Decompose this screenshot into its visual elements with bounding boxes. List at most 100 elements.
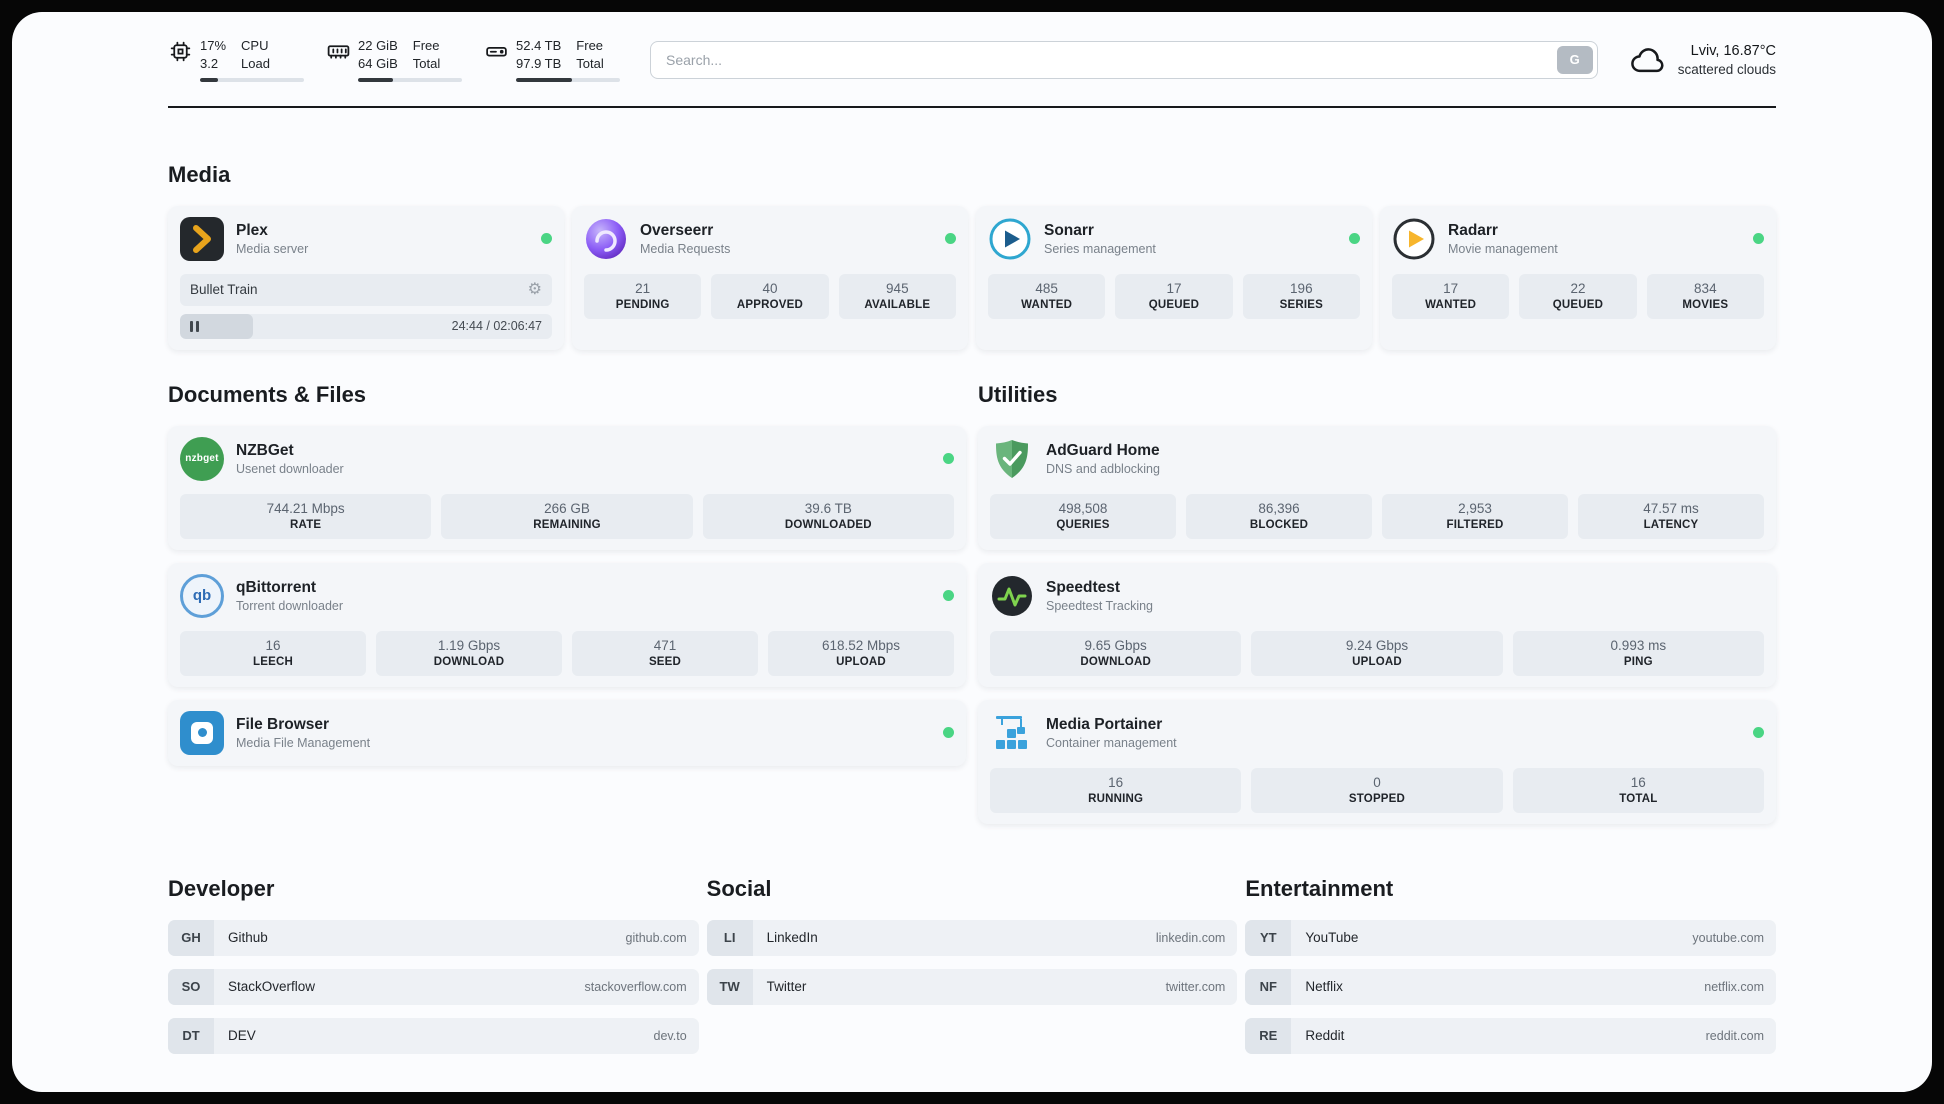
utilities-column: Utilities xyxy=(978,382,1776,824)
stat-label: DOWNLOAD xyxy=(433,655,505,668)
stat-value: 39.6 TB xyxy=(804,500,852,516)
bookmark-name: Reddit xyxy=(1305,1028,1345,1043)
app-name: qBittorrent xyxy=(236,578,317,596)
app-subtitle: Torrent downloader xyxy=(236,598,344,613)
radarr-card[interactable]: Radarr Movie management 17 WANTED 22 QUE… xyxy=(1380,205,1776,350)
portainer-card[interactable]: Media Portainer Container management 16 … xyxy=(978,699,1776,824)
speedtest-card[interactable]: Speedtest Speedtest Tracking 9.65 Gbps D… xyxy=(978,562,1776,687)
app-subtitle: Container management xyxy=(1046,735,1177,750)
bookmark-url: stackoverflow.com xyxy=(584,979,687,994)
app-name: Media Portainer xyxy=(1046,715,1163,733)
overseerr-icon xyxy=(584,217,628,261)
filebrowser-card[interactable]: File Browser Media File Management xyxy=(168,699,966,766)
ram-progress-bar xyxy=(358,77,462,82)
stat-value: 196 xyxy=(1290,280,1313,296)
utilities-section-title: Utilities xyxy=(978,381,1058,407)
bookmark-abbr: NF xyxy=(1245,968,1292,1005)
stat-blocked: 86,396 BLOCKED xyxy=(1186,493,1372,539)
search-bar: G xyxy=(650,40,1598,79)
app-subtitle: Series management xyxy=(1044,241,1156,256)
search-engine-button[interactable]: G xyxy=(1556,45,1593,74)
stat-filtered: 2,953 FILTERED xyxy=(1382,493,1568,539)
stat-queries: 498,508 QUERIES xyxy=(990,493,1176,539)
stat-value: 17 xyxy=(1166,280,1182,296)
stat-label: QUERIES xyxy=(1056,518,1110,531)
stat-label: LEECH xyxy=(253,655,293,668)
stat-label: AVAILABLE xyxy=(864,298,931,311)
bookmark-url: github.com xyxy=(625,930,687,945)
plex-card[interactable]: Plex Media server Bullet Train ⚙ 24:44 /… xyxy=(168,205,564,350)
stat-downloaded: 39.6 TB DOWNLOADED xyxy=(702,493,954,539)
playback-time: 24:44 / 02:06:47 xyxy=(451,319,542,333)
qbittorrent-card[interactable]: qb qBittorrent Torrent downloader 16 LEE… xyxy=(168,562,966,687)
bookmark-stackoverflow[interactable]: SO StackOverflow stackoverflow.com xyxy=(168,968,699,1005)
stat-queued: 17 QUEUED xyxy=(1115,273,1233,319)
status-dot xyxy=(943,727,954,738)
stat-label: UPLOAD xyxy=(1352,655,1402,668)
stat-label: TOTAL xyxy=(1619,792,1658,805)
stat-value: 9.24 Gbps xyxy=(1345,637,1409,653)
bookmarks-zone: Developer GH Github github.com SO StackO… xyxy=(168,876,1776,1067)
app-subtitle: Speedtest Tracking xyxy=(1046,598,1154,613)
playback-progress[interactable]: 24:44 / 02:06:47 xyxy=(180,313,552,339)
app-name: Overseerr xyxy=(640,221,714,239)
gear-icon[interactable]: ⚙ xyxy=(527,280,542,298)
stat-label: REMAINING xyxy=(533,518,601,531)
bookmark-name: StackOverflow xyxy=(228,979,316,994)
bookmark-reddit[interactable]: RE Reddit reddit.com xyxy=(1245,1017,1776,1054)
nzbget-card[interactable]: nzbget NZBGet Usenet downloader 744.21 M… xyxy=(168,425,966,550)
pause-icon[interactable] xyxy=(190,320,199,332)
bookmark-netflix[interactable]: NF Netflix netflix.com xyxy=(1245,968,1776,1005)
ram-icon xyxy=(326,39,351,64)
stat-value: 22 xyxy=(1570,280,1586,296)
stat-value: 834 xyxy=(1694,280,1717,296)
app-subtitle: DNS and adblocking xyxy=(1046,461,1160,476)
bookmark-github[interactable]: GH Github github.com xyxy=(168,919,699,956)
stat-label: SERIES xyxy=(1279,298,1324,311)
stat-label: PENDING xyxy=(615,298,670,311)
stat-label: UPLOAD xyxy=(836,655,886,668)
overseerr-card[interactable]: Overseerr Media Requests 21 PENDING 40 A… xyxy=(572,205,968,350)
app-subtitle: Usenet downloader xyxy=(236,461,344,476)
stat-remaining: 266 GB REMAINING xyxy=(441,493,693,539)
stat-stopped: 0 STOPPED xyxy=(1251,767,1503,813)
bookmark-group-developer: Developer GH Github github.com SO StackO… xyxy=(168,876,699,1067)
bookmark-abbr: SO xyxy=(168,968,214,1005)
bookmark-twitter[interactable]: TW Twitter twitter.com xyxy=(706,968,1238,1005)
stat-value: 9.65 Gbps xyxy=(1084,637,1147,653)
adguard-icon xyxy=(990,437,1034,481)
app-name: Speedtest xyxy=(1046,578,1121,596)
cpu-label-top: CPU xyxy=(241,38,269,53)
status-dot xyxy=(1349,233,1360,244)
bookmark-linkedin[interactable]: LI LinkedIn linkedin.com xyxy=(706,919,1238,956)
stat-value: 47.57 ms xyxy=(1643,500,1699,516)
ram-label-bottom: Total xyxy=(412,56,441,72)
sonarr-card[interactable]: Sonarr Series management 485 WANTED 17 Q… xyxy=(976,205,1372,350)
sonarr-icon xyxy=(988,217,1032,261)
stat-upload: 9.24 Gbps UPLOAD xyxy=(1251,630,1503,676)
bookmark-abbr: GH xyxy=(168,919,214,956)
cpu-progress-fill xyxy=(200,77,218,82)
search-input[interactable] xyxy=(650,40,1598,79)
media-section-title: Media xyxy=(168,161,231,187)
ram-label-top: Free xyxy=(412,38,440,53)
cpu-stat: 17% 3.2 CPU Load xyxy=(168,38,304,82)
disk-total-value: 97.9 TB xyxy=(516,56,562,72)
status-dot xyxy=(943,590,954,601)
bookmark-abbr: TW xyxy=(706,968,753,1005)
stat-download: 9.65 Gbps DOWNLOAD xyxy=(990,630,1242,676)
bookmark-dev[interactable]: DT DEV dev.to xyxy=(168,1017,699,1054)
bookmark-url: netflix.com xyxy=(1704,979,1764,994)
stat-movies: 834 MOVIES xyxy=(1646,273,1764,319)
adguard-card[interactable]: AdGuard Home DNS and adblocking 498,508 … xyxy=(978,425,1776,550)
weather-condition: scattered clouds xyxy=(1677,61,1776,77)
filebrowser-icon xyxy=(180,710,224,755)
stat-approved: 40 APPROVED xyxy=(711,273,829,319)
cpu-percent: 17% xyxy=(200,38,227,53)
bookmark-abbr: RE xyxy=(1245,1017,1292,1054)
bookmark-abbr: LI xyxy=(706,919,753,956)
bookmark-youtube[interactable]: YT YouTube youtube.com xyxy=(1245,919,1776,956)
disk-progress-bar xyxy=(516,77,620,82)
bookmark-abbr: YT xyxy=(1245,919,1292,956)
bookmark-url: reddit.com xyxy=(1705,1028,1764,1043)
